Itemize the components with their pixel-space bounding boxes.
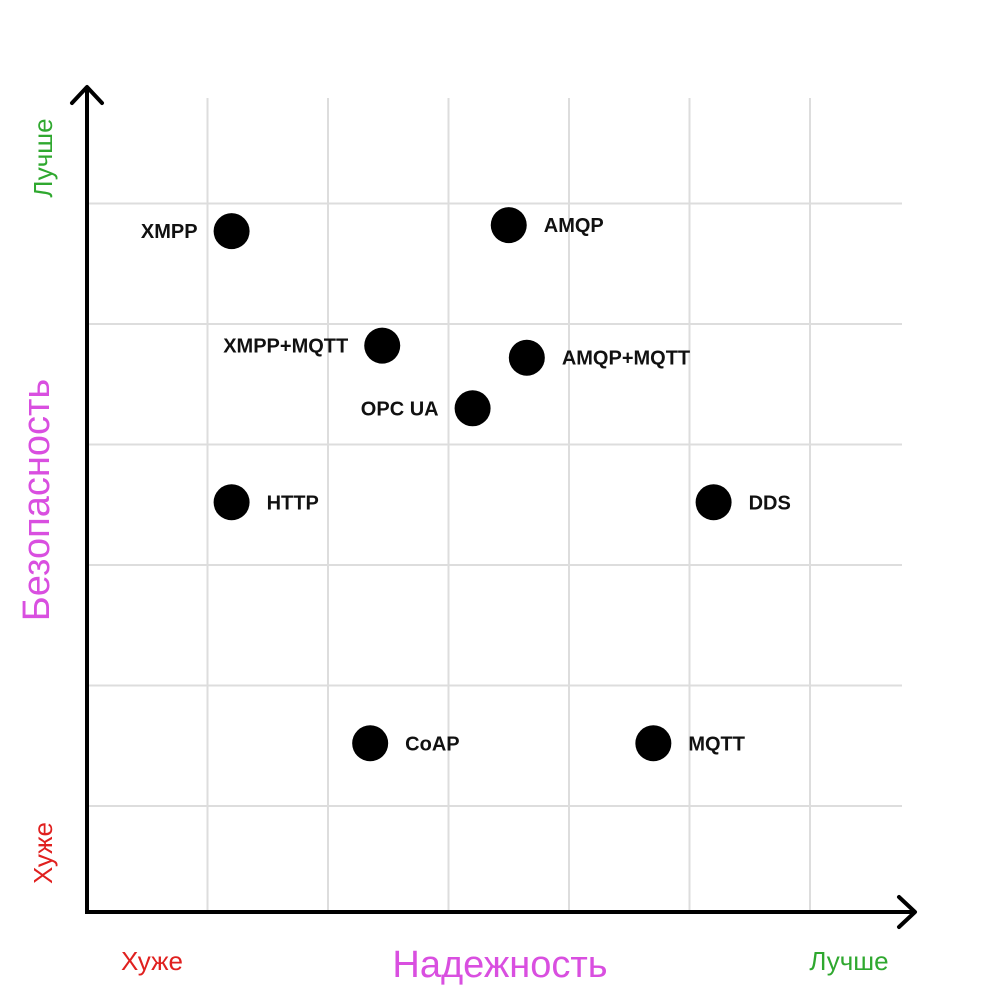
data-point xyxy=(454,390,491,427)
x-axis-title: Надежность xyxy=(392,944,607,986)
y-axis-arrow-icon xyxy=(70,85,104,105)
data-point-label: HTTP xyxy=(267,492,319,514)
data-point xyxy=(695,484,732,521)
data-point-label: XMPP+MQTT xyxy=(223,336,348,358)
data-point xyxy=(635,725,672,762)
x-axis-high-label: Лучше xyxy=(809,946,888,976)
data-point xyxy=(213,213,250,250)
y-axis-title: Безопасность xyxy=(16,379,58,621)
data-point xyxy=(213,484,250,521)
data-point-label: AMQP+MQTT xyxy=(562,348,690,370)
y-axis-low-label: Хуже xyxy=(28,822,58,884)
data-point-label: CoAP xyxy=(405,733,459,755)
data-point xyxy=(352,725,389,762)
data-point xyxy=(364,327,401,364)
data-point-label: DDS xyxy=(749,492,791,514)
data-point xyxy=(490,207,527,244)
data-point-label: AMQP xyxy=(544,215,604,237)
grid xyxy=(87,98,902,912)
y-axis-high-label: Лучше xyxy=(28,118,58,197)
x-axis-low-label: Хуже xyxy=(121,946,183,976)
data-point-label: OPC UA xyxy=(361,398,439,420)
data-points: XMPP AMQP XMPP+MQTT AMQP+MQTT OPC UA HTTP DDS C… xyxy=(141,207,791,762)
data-point xyxy=(508,339,545,376)
data-point-label: XMPP xyxy=(141,221,198,243)
data-point-label: MQTT xyxy=(688,733,745,755)
axes xyxy=(70,85,917,929)
x-axis-arrow-icon xyxy=(897,895,917,929)
